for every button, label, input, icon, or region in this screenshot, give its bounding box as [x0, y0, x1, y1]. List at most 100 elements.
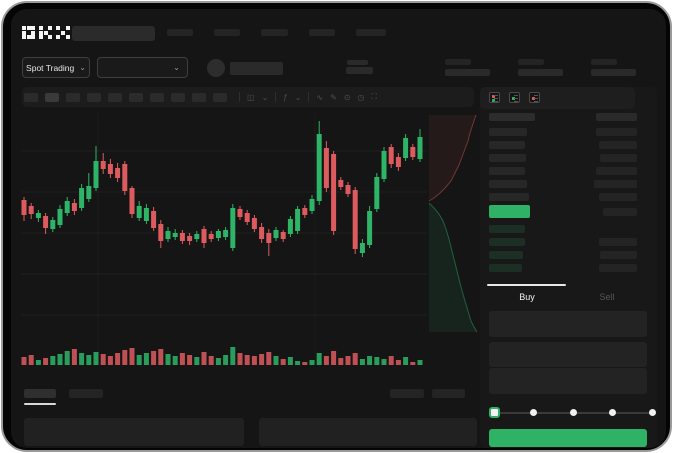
indicator-icon[interactable]: ƒ [283, 92, 288, 102]
candle-style-icon[interactable]: ◫ [247, 92, 255, 102]
timeframe-slot[interactable] [66, 93, 80, 102]
candle-body [57, 209, 63, 225]
volume-bar [295, 361, 301, 365]
candle-body [201, 229, 207, 243]
bid-price-slot [489, 225, 525, 233]
nav-item-slot[interactable] [167, 29, 193, 36]
stat-value-slot [591, 69, 636, 76]
timeframe-slot[interactable] [108, 93, 122, 102]
orderbook-asks-icon[interactable] [529, 92, 540, 103]
nav-item-slot[interactable] [261, 29, 288, 36]
orderbook-icon-line [513, 101, 518, 102]
bid-row[interactable] [489, 238, 637, 247]
chart-tool-icons: ◫ ⌄ ƒ ⌄ ∿ ✎ ⊙ ◷ ⛶ [239, 89, 377, 105]
slider-stop-dot[interactable] [530, 409, 537, 416]
slider-stop-dot[interactable] [609, 409, 616, 416]
candle-body [410, 147, 416, 157]
toolbar-divider [275, 92, 277, 102]
slider-stop-dot[interactable] [648, 409, 656, 416]
timeframe-slot[interactable] [171, 93, 185, 102]
orders-action-slot[interactable] [390, 389, 424, 398]
timeframe-slot[interactable] [129, 93, 143, 102]
chevron-down-icon: ⌄ [173, 62, 180, 72]
candlestick-chart[interactable] [21, 105, 427, 367]
orderbook-icon-dot [492, 95, 495, 98]
orders-tab-active-slot[interactable] [24, 389, 56, 398]
candle-body [122, 164, 128, 191]
nav-item-slot[interactable] [214, 29, 240, 36]
candle-body [143, 208, 149, 221]
volume-bar [374, 357, 380, 365]
volume-bar [151, 351, 157, 365]
order-field-slot[interactable] [489, 342, 647, 367]
orders-tab-slot[interactable] [69, 389, 103, 398]
chevron-down-icon[interactable]: ⌄ [261, 92, 269, 102]
timeframe-slot[interactable] [213, 93, 227, 102]
timeframe-slot[interactable] [45, 93, 59, 102]
timeframe-slot[interactable] [192, 93, 206, 102]
market-stat [518, 59, 563, 76]
timeframe-slot[interactable] [87, 93, 101, 102]
timeframe-slot[interactable] [150, 93, 164, 102]
ask-price-slot [489, 154, 526, 162]
last-price-badge[interactable] [489, 205, 530, 218]
market-type-dropdown[interactable]: Spot Trading ⌄ [22, 57, 90, 78]
candle-body [50, 220, 56, 229]
draw-icon[interactable]: ✎ [330, 92, 337, 102]
bid-row[interactable] [489, 225, 637, 234]
fullscreen-icon[interactable]: ⛶ [371, 92, 378, 101]
bid-amount-slot [599, 264, 637, 272]
candle-body [187, 236, 193, 241]
timeframe-slot[interactable] [24, 93, 38, 102]
order-field-slot[interactable] [489, 311, 647, 337]
chart-toolbar [22, 87, 474, 107]
bid-row[interactable] [489, 251, 637, 260]
volume-bar [115, 353, 121, 365]
pair-name-slot [230, 62, 283, 75]
candle-body [64, 201, 70, 213]
orders-table-panel [259, 418, 477, 446]
chevron-down-icon[interactable]: ⌄ [294, 92, 302, 102]
ask-row[interactable] [489, 141, 637, 150]
candle-body [79, 188, 85, 208]
candle-body [295, 209, 301, 231]
nav-item-slot[interactable] [309, 29, 335, 36]
candle-body [100, 161, 106, 169]
candle-body [331, 154, 337, 231]
bid-price-slot [489, 238, 525, 246]
pair-select-dropdown[interactable]: ⌄ [97, 57, 188, 78]
chevron-down-icon: ⌄ [79, 62, 86, 72]
volume-bar [21, 357, 27, 365]
trade-tab-buy[interactable]: Buy [519, 292, 535, 302]
ask-amount-slot [599, 141, 637, 149]
trade-tab-sell[interactable]: Sell [599, 292, 615, 302]
orderbook-combined-icon[interactable] [489, 92, 500, 103]
snapshot-icon[interactable]: ⊙ [343, 92, 351, 102]
orderbook-bids-icon[interactable] [509, 92, 520, 103]
slider-handle[interactable] [488, 407, 500, 418]
ask-row[interactable] [489, 180, 637, 189]
ask-row[interactable] [489, 167, 637, 176]
volume-bar [179, 353, 185, 365]
ask-row[interactable] [489, 193, 637, 202]
buy-submit-button[interactable] [489, 429, 647, 447]
orderbook-price-header-slot [489, 113, 535, 121]
volume-bar [100, 354, 106, 365]
search-input[interactable] [72, 26, 155, 41]
volume-bar [122, 350, 128, 365]
ask-row[interactable] [489, 154, 637, 163]
slider-stop-dot[interactable] [569, 409, 577, 416]
volume-bar [187, 355, 193, 365]
volume-bar [172, 356, 178, 365]
line-tool-icon[interactable]: ∿ [316, 92, 324, 102]
orders-action-slot[interactable] [432, 389, 465, 398]
bid-row[interactable] [489, 264, 637, 273]
history-icon[interactable]: ◷ [357, 92, 365, 102]
ask-row[interactable] [489, 128, 637, 137]
candle-body [230, 208, 236, 248]
nav-item-slot[interactable] [356, 29, 386, 36]
candle-body [287, 219, 293, 234]
order-field-slot[interactable] [489, 368, 647, 394]
volume-bar [367, 356, 373, 365]
